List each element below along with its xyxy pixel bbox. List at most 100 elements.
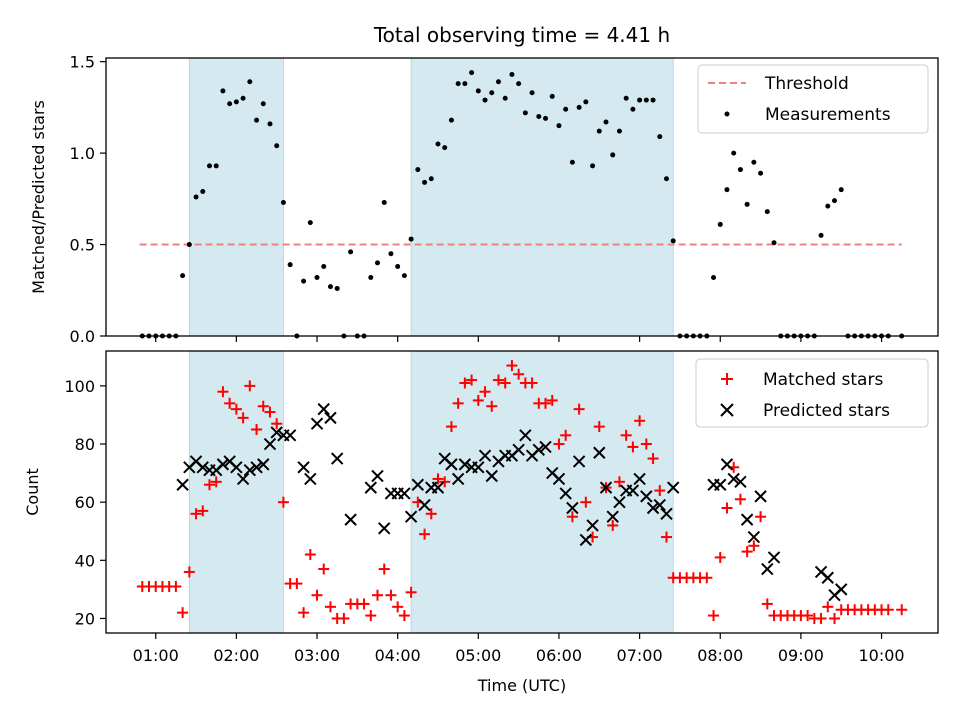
predicted-star-point <box>257 458 270 471</box>
matched-star-point <box>540 397 552 409</box>
measurement-point <box>637 97 643 103</box>
predicted-star-point <box>593 446 606 459</box>
measurement-point <box>180 273 186 279</box>
bottom-y-tick-label: 80 <box>75 435 95 454</box>
predicted-star-point <box>653 498 666 512</box>
predicted-star-point <box>236 472 250 486</box>
predicted-star-point <box>720 458 734 471</box>
matched-star-point <box>298 607 310 619</box>
predicted-star-point <box>304 472 317 486</box>
measurement-point <box>442 145 448 151</box>
measurement-point <box>502 95 508 101</box>
measurement-point <box>395 264 401 269</box>
predicted-star-point <box>539 440 552 454</box>
matched-star-point <box>291 578 303 590</box>
predicted-star-point <box>478 449 492 462</box>
legend-measurements-label: Measurements <box>765 105 891 125</box>
matched-star-point <box>701 572 713 584</box>
measurement-point <box>462 81 468 87</box>
matched-star-point <box>620 429 632 441</box>
measurement-point <box>227 101 233 107</box>
bottom-y-ticks: 20 40 60 80 100 <box>64 377 106 628</box>
predicted-star-point <box>613 495 626 509</box>
predicted-star-point <box>566 501 579 515</box>
predicted-star-point <box>646 501 660 515</box>
measurement-point <box>193 194 199 200</box>
matched-star-point <box>378 563 390 575</box>
predicted-star-point <box>263 437 277 451</box>
measurement-point <box>321 264 327 269</box>
measurement-point <box>717 221 723 227</box>
top-shaded-intervals <box>188 57 674 337</box>
matched-star-point <box>882 604 894 616</box>
predicted-star-point <box>243 463 257 477</box>
matched-star-point <box>392 601 404 613</box>
predicted-star-point <box>472 461 485 474</box>
predicted-star-point <box>667 481 680 494</box>
bottom-shaded-interval <box>188 350 284 634</box>
measurement-point <box>556 123 562 129</box>
measurement-point <box>596 128 602 134</box>
bottom-y-tick-label: 40 <box>75 551 95 570</box>
predicted-star-point <box>418 498 431 512</box>
matched-star-point <box>513 368 525 380</box>
predicted-star-point <box>458 458 472 471</box>
matched-star-point <box>432 473 444 485</box>
predicted-star-point <box>176 478 189 491</box>
matched-star-point <box>445 421 457 433</box>
matched-star-point <box>277 496 289 508</box>
measurement-point <box>489 90 495 96</box>
measurement-point <box>247 79 253 85</box>
matched-star-point <box>714 551 726 563</box>
measurement-point <box>670 238 676 244</box>
measurement-point <box>590 163 596 169</box>
matched-star-point <box>405 586 417 598</box>
matched-star-point <box>398 610 410 622</box>
top-legend-box <box>697 64 929 134</box>
bottom-y-tick-label: 60 <box>75 493 95 512</box>
predicted-star-point <box>324 411 337 425</box>
measurement-point <box>381 199 387 205</box>
chart-title: Total observing time = 4.41 h <box>373 23 670 47</box>
measurement-point <box>576 104 582 110</box>
matched-star-point <box>802 610 814 622</box>
bottom-panel: 20 40 60 80 100 01:00 02:00 03:00 04:00 05:00 06:… <box>23 350 939 695</box>
top-y-ticks: 0.0 0.5 1.0 1.5 <box>70 53 106 346</box>
matched-star-point <box>372 589 384 601</box>
matched-star-point <box>365 610 377 622</box>
predicted-star-point <box>835 583 848 596</box>
top-axes-frame <box>105 57 939 337</box>
measurement-point <box>448 117 454 123</box>
x-tick-label: 05:00 <box>455 646 501 665</box>
measurement-point <box>583 99 589 105</box>
top-x-ticks <box>155 336 883 342</box>
measurement-point <box>650 97 656 103</box>
predicted-star-point <box>451 472 465 486</box>
predicted-star-point <box>344 513 357 526</box>
x-tick-label: 02:00 <box>213 646 259 665</box>
predicted-star-point <box>727 472 740 486</box>
predicted-star-point <box>283 429 297 442</box>
predicted-star-point <box>572 455 586 468</box>
measurement-point <box>482 97 488 103</box>
matched-star-point <box>593 421 605 433</box>
predicted-star-point <box>552 472 566 486</box>
top-panel: 0.0 0.5 1.0 1.5 Matched/Predicted stars Thr… <box>29 53 939 346</box>
matched-star-point <box>251 423 263 435</box>
measurement-point <box>233 99 239 105</box>
matched-star-point <box>170 580 182 592</box>
predicted-star-point <box>633 472 646 486</box>
bottom-shaded-intervals <box>188 350 674 634</box>
matched-star-point <box>257 400 269 412</box>
matched-star-point <box>177 607 189 619</box>
matched-star-point <box>546 394 558 406</box>
measurement-point <box>509 71 515 77</box>
measurement-point <box>220 88 226 94</box>
legend-predicted-swatch <box>720 403 734 417</box>
predicted-star-point <box>310 417 324 430</box>
measurement-point <box>428 176 434 182</box>
bottom-y-axis-label: Count <box>23 468 42 516</box>
predicted-star-point <box>512 443 525 457</box>
predicted-star-point <box>532 443 546 457</box>
matched-star-point <box>647 453 659 465</box>
